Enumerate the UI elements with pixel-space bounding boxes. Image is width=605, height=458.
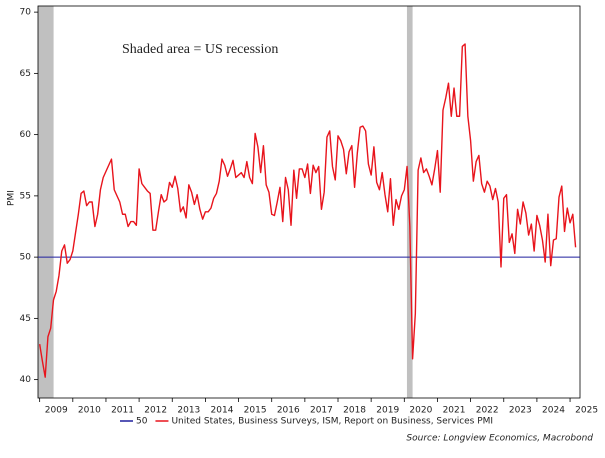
y-tick-label: 40: [20, 375, 32, 385]
source: Source: Longview Economics, Macrobond: [406, 434, 593, 444]
series-line: [38, 43, 577, 378]
x-tick-label: 2022: [476, 406, 499, 416]
x-tick-label: 2015: [244, 406, 267, 416]
x-tick-label: 2019: [376, 406, 399, 416]
legend-label: United States, Business Surveys, ISM, Re…: [171, 417, 493, 427]
y-axis-label: PMI: [7, 190, 17, 206]
x-tick-label: 2009: [45, 406, 68, 416]
x-tick-label: 2012: [144, 406, 167, 416]
y-tick-label: 70: [20, 8, 32, 18]
annotation: Shaded area = US recession: [122, 42, 278, 57]
recession-band: [406, 6, 413, 398]
x-tick-label: 2023: [509, 406, 532, 416]
x-tick-label: 2018: [343, 406, 366, 416]
x-tick-label: 2016: [277, 406, 300, 416]
y-tick-label: 55: [20, 191, 31, 201]
x-tick-label: 2011: [111, 406, 134, 416]
plot-area: 40 45 50 55 60 65 70 2009 2010 2011 2012 2013 2014 20…: [20, 5, 598, 416]
recession-band: [38, 6, 54, 398]
x-tick-label: 2010: [78, 406, 101, 416]
x-tick-label: 2017: [310, 406, 333, 416]
x-tick-label: 2025: [575, 406, 598, 416]
y-tick-label: 60: [20, 130, 32, 140]
x-tick-label: 2021: [443, 406, 466, 416]
y-tick-label: 65: [20, 69, 31, 79]
y-tick-label: 45: [20, 314, 31, 324]
x-tick-label: 2014: [211, 406, 234, 416]
plot-frame: [37, 5, 581, 399]
x-tick-label: 2020: [409, 406, 432, 416]
legend-label: 50: [136, 417, 148, 427]
x-tick-label: 2024: [542, 406, 565, 416]
y-tick-label: 50: [20, 253, 32, 263]
x-tick-label: 2013: [177, 406, 200, 416]
